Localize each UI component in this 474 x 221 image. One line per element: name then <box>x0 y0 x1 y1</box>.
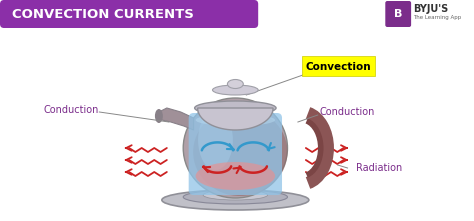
Text: Conduction: Conduction <box>320 107 375 117</box>
Polygon shape <box>198 108 273 130</box>
Ellipse shape <box>196 162 275 190</box>
Text: Conduction: Conduction <box>44 105 99 115</box>
Ellipse shape <box>195 101 276 115</box>
Ellipse shape <box>162 190 309 210</box>
FancyBboxPatch shape <box>0 0 258 28</box>
FancyBboxPatch shape <box>385 1 411 27</box>
Ellipse shape <box>183 190 288 204</box>
Ellipse shape <box>198 110 233 170</box>
Text: Radiation: Radiation <box>356 163 402 173</box>
Text: CONVECTION CURRENTS: CONVECTION CURRENTS <box>12 8 194 21</box>
FancyBboxPatch shape <box>302 56 375 76</box>
Polygon shape <box>159 108 194 130</box>
Text: The Learning App: The Learning App <box>413 15 461 21</box>
Text: BYJU'S: BYJU'S <box>413 4 448 14</box>
Ellipse shape <box>240 175 250 191</box>
Ellipse shape <box>220 175 230 191</box>
Ellipse shape <box>183 98 288 198</box>
Ellipse shape <box>212 85 258 95</box>
Ellipse shape <box>228 80 243 88</box>
Ellipse shape <box>248 179 258 193</box>
Ellipse shape <box>193 108 288 196</box>
Ellipse shape <box>230 172 240 190</box>
FancyBboxPatch shape <box>189 113 282 195</box>
Ellipse shape <box>196 114 275 126</box>
Ellipse shape <box>203 190 268 200</box>
Text: Convection: Convection <box>306 62 372 72</box>
Ellipse shape <box>155 109 163 123</box>
Text: B: B <box>394 9 402 19</box>
Ellipse shape <box>212 179 222 193</box>
